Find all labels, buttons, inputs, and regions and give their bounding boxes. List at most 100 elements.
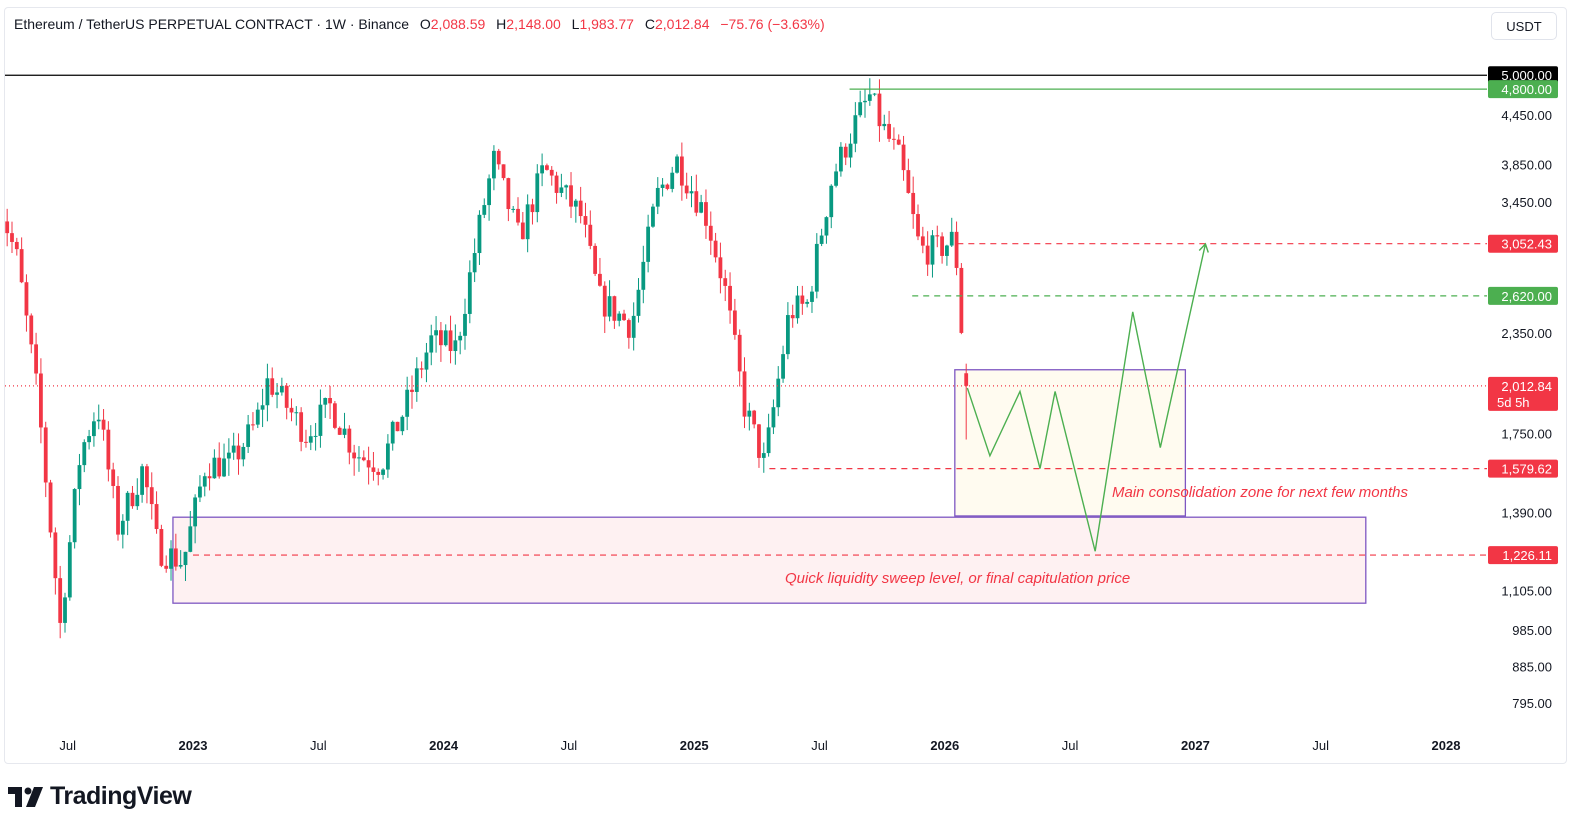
candle-body bbox=[63, 597, 67, 623]
candle-body bbox=[352, 452, 357, 459]
price-axis-tick: 885.00 bbox=[1512, 659, 1552, 674]
candle-body bbox=[140, 466, 145, 495]
candle-body bbox=[255, 409, 260, 425]
candle-body bbox=[241, 446, 246, 460]
price-label-bg bbox=[1488, 459, 1558, 478]
candle-body bbox=[130, 492, 135, 507]
candle-body bbox=[617, 313, 622, 321]
candle-body bbox=[805, 301, 810, 304]
candle-body bbox=[173, 548, 178, 567]
time-axis-tick: 2025 bbox=[680, 738, 709, 753]
candle-body bbox=[940, 236, 945, 256]
candle-body bbox=[106, 429, 111, 470]
candle-body bbox=[882, 123, 887, 127]
candle-body bbox=[289, 407, 294, 413]
candle-body bbox=[761, 453, 766, 458]
price-label: 1,226.11 bbox=[1502, 548, 1552, 563]
high-value: 2,148.00 bbox=[506, 16, 561, 32]
candle-body bbox=[145, 466, 149, 488]
candle-body bbox=[400, 416, 405, 432]
candle-body bbox=[265, 378, 270, 406]
candle-body bbox=[607, 296, 612, 317]
candle-body bbox=[516, 208, 520, 223]
consolidation-zone bbox=[954, 369, 1187, 517]
candle-body bbox=[949, 231, 954, 246]
candle-body bbox=[0, 213, 4, 222]
candle-body bbox=[622, 313, 626, 321]
candle-body bbox=[72, 489, 77, 543]
candle-body bbox=[853, 115, 858, 144]
candle-body bbox=[496, 150, 501, 165]
candle-body bbox=[183, 551, 188, 566]
candle-body bbox=[361, 457, 366, 461]
candle-body bbox=[299, 412, 304, 442]
candle-body bbox=[704, 202, 708, 226]
candle-body bbox=[270, 378, 275, 395]
candle-body bbox=[641, 261, 646, 290]
candle-body bbox=[226, 452, 231, 459]
price-axis-tick: 1,750.00 bbox=[1501, 427, 1552, 442]
candle-body bbox=[414, 368, 419, 392]
time-axis-tick: Jul bbox=[811, 738, 828, 753]
candle-body bbox=[945, 245, 949, 256]
time-axis-tick: Jul bbox=[561, 738, 578, 753]
candle-body bbox=[501, 164, 506, 179]
price-label-bg bbox=[1488, 546, 1558, 565]
candle-body bbox=[554, 175, 559, 193]
candle-body bbox=[713, 240, 718, 258]
chart-panel[interactable] bbox=[4, 7, 1567, 764]
candle-body bbox=[453, 340, 458, 352]
candle-body bbox=[511, 208, 516, 210]
candle-body bbox=[781, 354, 785, 379]
symbol-title[interactable]: Ethereum / TetherUS PERPETUAL CONTRACT ·… bbox=[14, 16, 409, 32]
candle-body bbox=[790, 315, 795, 319]
brand-name: TradingView bbox=[50, 782, 192, 810]
low-label: L bbox=[571, 16, 580, 32]
candle-body bbox=[887, 123, 891, 139]
candle-body bbox=[814, 243, 819, 292]
candle-body bbox=[405, 389, 410, 417]
candle-body bbox=[810, 291, 814, 302]
candle-body bbox=[785, 315, 790, 355]
projection-arrowhead bbox=[1198, 242, 1209, 253]
candle-body bbox=[96, 419, 101, 422]
candle-body bbox=[318, 404, 323, 436]
candle-body bbox=[602, 285, 607, 317]
price-label-bg bbox=[1488, 80, 1558, 99]
price-axis-tick: 795.00 bbox=[1512, 696, 1552, 711]
bar-countdown: 5d 5h bbox=[1497, 395, 1530, 410]
candle-body bbox=[916, 214, 920, 237]
candle-body bbox=[959, 267, 964, 333]
candle-body bbox=[593, 245, 598, 274]
candle-body bbox=[463, 313, 467, 336]
time-axis-tick: Jul bbox=[1062, 738, 1079, 753]
candle-body bbox=[530, 204, 535, 213]
candle-body bbox=[323, 397, 328, 405]
candle-body bbox=[231, 445, 236, 453]
time-axis-tick: 2027 bbox=[1181, 738, 1210, 753]
candle-body bbox=[834, 171, 838, 186]
candle-body bbox=[867, 94, 872, 101]
candle-body bbox=[506, 178, 511, 210]
currency-button[interactable]: USDT bbox=[1491, 12, 1557, 40]
candle-body bbox=[742, 371, 747, 417]
candle-body bbox=[202, 476, 207, 487]
open-value: 2,088.59 bbox=[430, 16, 486, 32]
candle-body bbox=[843, 146, 848, 158]
candle-body bbox=[178, 565, 183, 567]
candle-body bbox=[149, 487, 154, 505]
price-axis-tick: 1,105.00 bbox=[1501, 584, 1552, 599]
candle-body bbox=[776, 378, 781, 408]
price-label: 1,579.62 bbox=[1501, 462, 1552, 477]
change-value: −75.76 (−3.63%) bbox=[720, 16, 825, 32]
candle-body bbox=[19, 249, 24, 283]
candle-body bbox=[77, 465, 82, 490]
candle-body bbox=[535, 173, 540, 213]
tradingview-logo[interactable]: TradingView bbox=[8, 782, 192, 811]
candle-body bbox=[920, 236, 925, 246]
candle-body bbox=[728, 285, 732, 311]
candle-body bbox=[569, 185, 573, 207]
price-axis-tick: 1,390.00 bbox=[1501, 505, 1552, 520]
